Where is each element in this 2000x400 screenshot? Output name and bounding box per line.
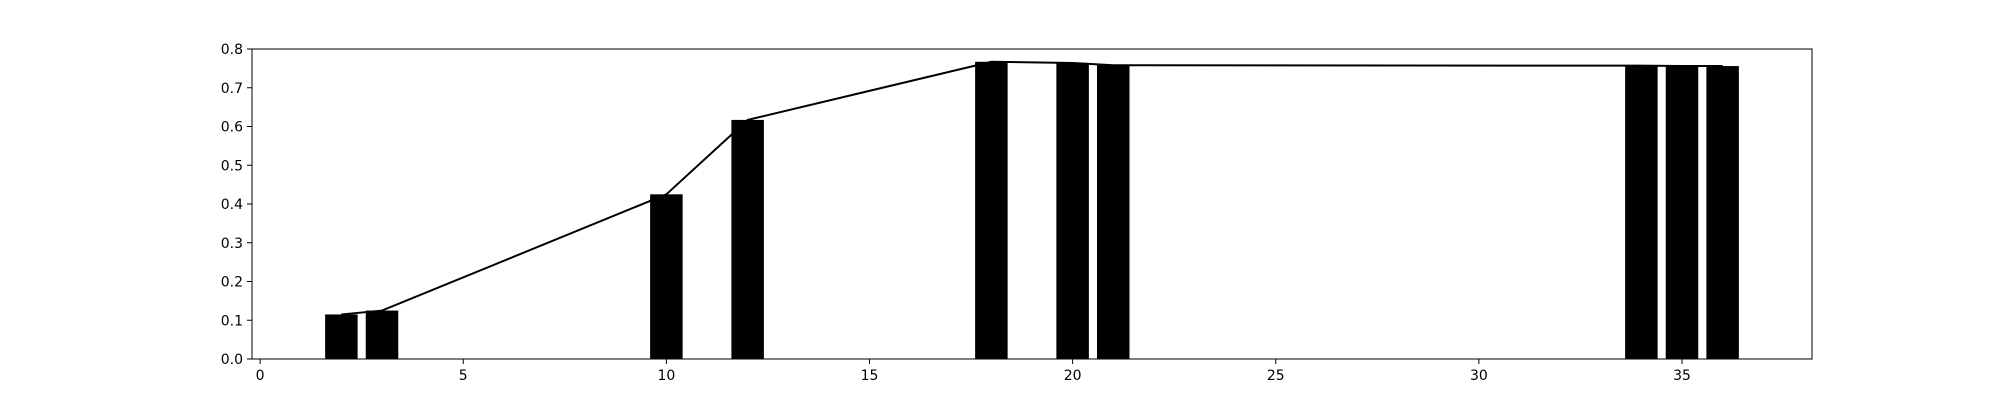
bar-2 [650, 194, 683, 359]
y-tick-label: 0.6 [221, 120, 243, 136]
y-axis: 0.0 0.1 0.2 0.3 0.4 0.5 0.6 0.7 0.8 [221, 42, 252, 368]
x-tick-label: 0 [256, 368, 265, 384]
x-tick-label: 20 [1064, 368, 1082, 384]
bar-0 [325, 314, 358, 359]
x-tick-label: 35 [1673, 368, 1691, 384]
y-tick-label: 0.7 [221, 81, 243, 97]
bar-1 [365, 310, 399, 359]
x-tick-label: 30 [1470, 368, 1488, 384]
y-tick-label: 0.2 [221, 275, 243, 291]
y-tick-label: 0.0 [221, 352, 243, 368]
y-tick-label: 0.8 [221, 42, 243, 58]
x-tick-label: 25 [1267, 368, 1285, 384]
bar-7 [1625, 65, 1658, 359]
series-line [341, 60, 1723, 316]
y-tick-label: 0.1 [221, 313, 243, 329]
line-layer [341, 60, 1723, 316]
y-tick-label: 0.4 [221, 197, 243, 213]
y-tick-label: 0.5 [221, 158, 243, 174]
bar-6 [1097, 65, 1130, 360]
x-tick-label: 5 [459, 368, 468, 384]
x-axis: 0 5 10 15 20 25 30 35 [256, 359, 1691, 384]
x-tick-label: 15 [861, 368, 879, 384]
bar-8 [1665, 66, 1699, 360]
plot-frame [251, 48, 1813, 360]
x-tick-label: 10 [657, 368, 675, 384]
bar-3 [731, 119, 764, 359]
bars-layer [325, 61, 1739, 360]
bar-9 [1706, 66, 1739, 360]
bar-5 [1056, 62, 1089, 359]
bar-4 [975, 61, 1008, 359]
y-tick-label: 0.3 [221, 236, 243, 252]
